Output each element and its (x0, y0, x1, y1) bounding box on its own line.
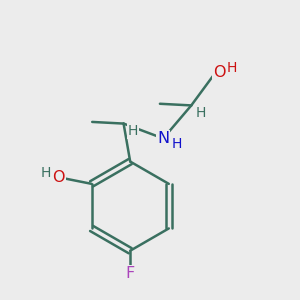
Text: H: H (227, 61, 237, 75)
Text: H: H (41, 166, 51, 180)
Text: N: N (157, 131, 169, 146)
Text: F: F (126, 266, 135, 281)
Text: H: H (128, 124, 138, 138)
Text: H: H (195, 106, 206, 120)
Text: O: O (52, 170, 65, 185)
Text: O: O (213, 65, 226, 80)
Text: H: H (172, 137, 182, 152)
